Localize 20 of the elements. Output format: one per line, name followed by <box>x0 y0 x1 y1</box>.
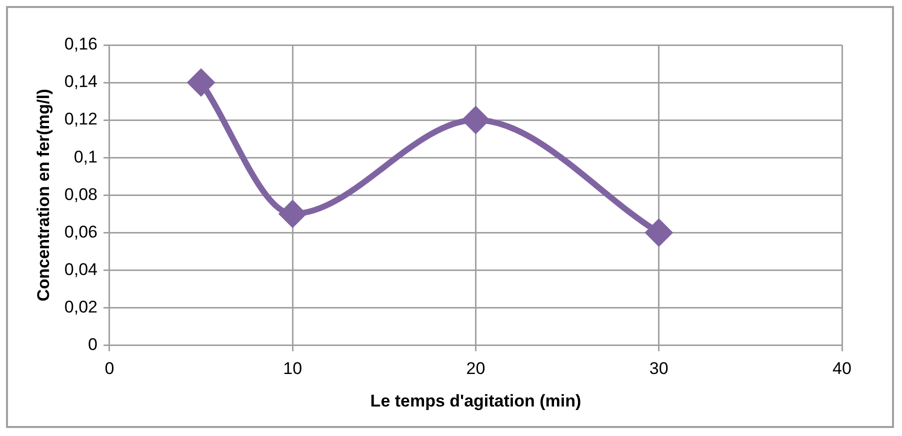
y-tick-label: 0,16 <box>64 34 98 54</box>
y-tick-label: 0,02 <box>64 297 98 316</box>
point <box>280 200 306 227</box>
y-tick-label: 0,04 <box>64 260 98 279</box>
x-tick-label: 0 <box>104 359 114 378</box>
x-axis-title: Le temps d'agitation (min) <box>370 391 582 410</box>
x-tick-label: 40 <box>832 359 852 378</box>
y-tick-label: 0 <box>88 334 98 354</box>
x-tick-label: 30 <box>649 359 668 378</box>
point <box>188 70 214 96</box>
x-tick-label: 10 <box>283 359 302 378</box>
y-tick-label: 0,14 <box>64 72 98 92</box>
y-tick-label: 0,1 <box>74 147 98 166</box>
point <box>462 107 489 134</box>
y-tick-label: 0,12 <box>64 110 98 129</box>
x-tick-label: 20 <box>466 359 486 378</box>
y-tick-label: 0,06 <box>64 222 98 242</box>
y-tick-label: 0,08 <box>64 184 98 204</box>
point <box>646 220 672 246</box>
y-axis-title: Concentration en fer(mg/l) <box>34 88 53 302</box>
